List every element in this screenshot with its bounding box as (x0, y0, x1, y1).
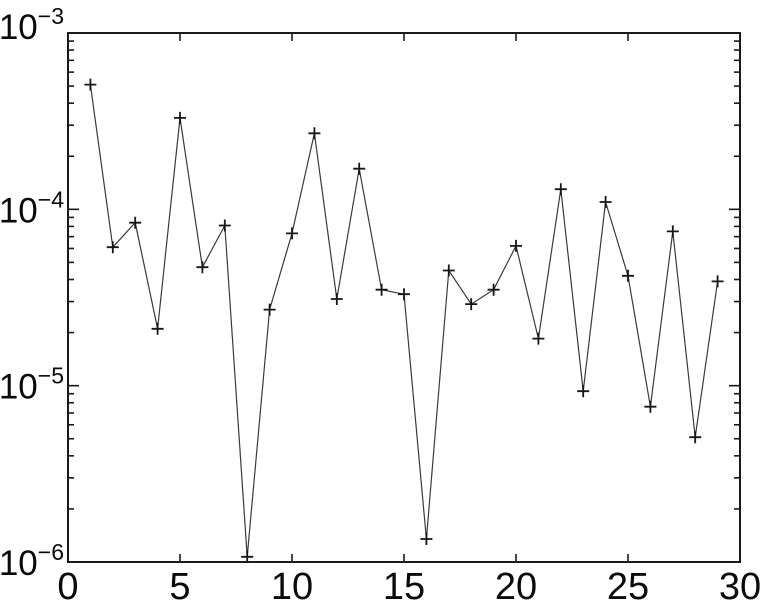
y-tick-label-base: 10 (0, 8, 38, 47)
data-point-marker (308, 127, 321, 140)
y-tick-label: 10−3 (0, 3, 64, 47)
data-point-marker (84, 78, 97, 91)
data-point-marker (644, 400, 657, 413)
y-tick-label-exponent: −6 (38, 539, 64, 565)
data-point-marker (622, 269, 634, 282)
data-point-marker (353, 162, 366, 175)
data-point-marker (420, 533, 433, 545)
data-series-group (84, 78, 724, 563)
x-tick-label: 0 (57, 566, 78, 600)
data-point-marker (330, 293, 343, 305)
data-point-marker (711, 275, 724, 288)
data-point-marker (174, 111, 186, 124)
data-point-marker (532, 332, 545, 345)
y-tick-label-base: 10 (0, 368, 38, 407)
x-tick-label: 20 (495, 566, 537, 600)
axis-ticks-group (67, 32, 741, 563)
x-tick-label: 10 (271, 566, 313, 600)
data-line (89, 84, 719, 557)
y-tick-label-exponent: −4 (38, 186, 64, 212)
data-point-marker (106, 241, 119, 254)
data-point-marker (689, 431, 702, 444)
data-point-marker (375, 283, 388, 296)
y-tick-label-base: 10 (0, 191, 38, 230)
data-point-marker (151, 322, 164, 335)
data-point-marker (241, 550, 254, 563)
x-tick-label: 15 (383, 566, 425, 600)
data-point-marker (286, 227, 298, 240)
data-point-marker (510, 239, 522, 252)
data-point-marker (577, 385, 590, 398)
data-point-marker (554, 183, 567, 196)
y-tick-label-base: 10 (0, 544, 38, 583)
y-tick-label: 10−4 (0, 186, 64, 230)
y-tick-label-exponent: −5 (38, 363, 64, 389)
data-point-marker (666, 225, 679, 238)
x-tick-label: 25 (607, 566, 649, 600)
data-point-marker (465, 298, 478, 311)
x-tick-label: 5 (169, 566, 190, 600)
data-point-marker (129, 216, 142, 229)
data-point-marker (196, 261, 209, 274)
x-tick-label: 30 (719, 566, 761, 600)
data-point-marker (218, 219, 231, 232)
data-point-marker (599, 196, 612, 208)
data-point-marker (263, 303, 276, 316)
y-tick-label-exponent: −3 (38, 3, 64, 29)
data-point-marker (442, 264, 455, 277)
data-point-marker (487, 283, 500, 296)
y-tick-label: 10−5 (0, 363, 64, 407)
data-point-marker (398, 288, 410, 301)
y-tick-label: 10−6 (0, 539, 64, 583)
